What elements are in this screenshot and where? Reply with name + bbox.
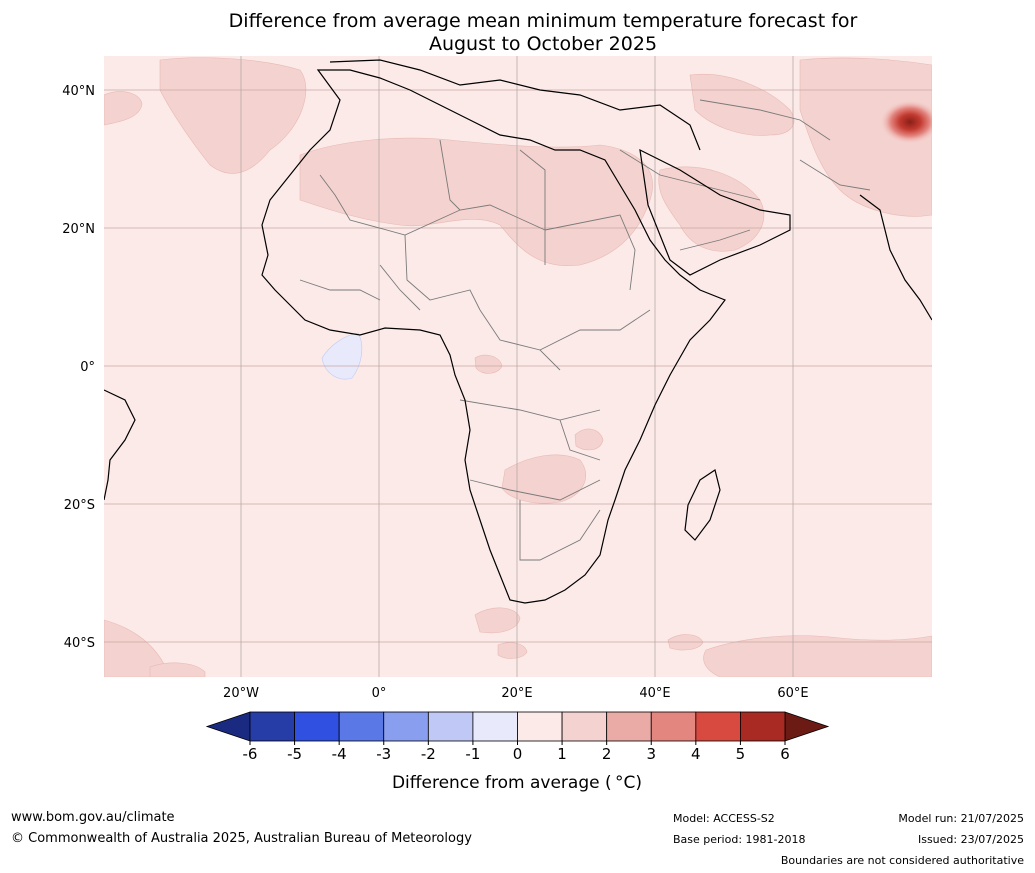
europe-coastline: [329, 59, 701, 151]
colorbar-tick-label: 6: [780, 745, 790, 763]
colorbar-segment: [472, 711, 518, 742]
africa-coastline: [261, 69, 726, 604]
brazil-coastline: [104, 389, 136, 501]
anomaly-patch-south-africa: [501, 454, 587, 504]
anomaly-patch-arabia: [658, 166, 765, 252]
colorbar-tick-label: -4: [332, 745, 347, 763]
colorbar-tick-label: 0: [513, 745, 523, 763]
colorbar-tick-label: 3: [646, 745, 656, 763]
colorbar-tick-label: -5: [287, 745, 302, 763]
arabia-coastline: [639, 148, 791, 276]
lon-label-20w: 20°W: [223, 686, 259, 701]
anomaly-patch-east-africa: [574, 428, 604, 451]
map-title-line-2: August to October 2025: [428, 33, 658, 55]
colorbar-tick-label: 2: [602, 745, 612, 763]
colorbar-segment: [338, 711, 385, 742]
footer-disclaimer: Boundaries are not considered authoritat…: [780, 854, 1024, 867]
lon-label-20e: 20°E: [501, 686, 532, 701]
colorbar-tick-label: 5: [736, 745, 746, 763]
footer-model-run: Model run: 21/07/2025: [898, 812, 1024, 825]
colorbar-segment: [650, 711, 697, 742]
anomaly-patch-southern-ocean: [703, 635, 932, 677]
colorbar-over-arrow: [784, 711, 830, 742]
footer-model: Model: ACCESS-S2: [673, 812, 775, 825]
colorbar-segment: [383, 711, 429, 742]
anomaly-patch-southern-ocean-3: [149, 662, 206, 677]
colorbar-segment: [695, 711, 741, 742]
country-borders: [299, 99, 871, 561]
anomaly-patch-sahara: [299, 137, 653, 267]
colorbar-segment: [561, 711, 608, 742]
footer-website: www.bom.gov.au/climate: [11, 810, 175, 825]
anomaly-patch-north-atlantic: [159, 57, 307, 174]
colorbar-label: Difference from average ( °C): [392, 773, 642, 793]
lon-labels: 20°W 0° 20°E 40°E 60°E: [223, 686, 809, 701]
colorbar-segment: [740, 711, 786, 742]
lon-label-0: 0°: [372, 686, 387, 701]
map-title-line-1: Difference from average mean minimum tem…: [228, 10, 858, 32]
colorbar-segment: [249, 711, 295, 742]
colorbar-segment: [427, 711, 474, 742]
colorbar-segment: [606, 711, 652, 742]
lat-label-40s: 40°S: [64, 636, 95, 651]
anomaly-patch-south-of-africa: [474, 607, 521, 634]
colorbar-tick-label: -6: [243, 745, 258, 763]
lat-label-0: 0°: [80, 360, 95, 375]
colorbar-under-arrow: [205, 711, 251, 742]
india-coastline: [859, 194, 932, 321]
lon-label-40e: 40°E: [639, 686, 670, 701]
colorbar-tick-label: 1: [557, 745, 567, 763]
footer-issued: Issued: 23/07/2025: [917, 833, 1024, 846]
colorbar-tick-label: -1: [465, 745, 480, 763]
anomaly-patch-atlantic-coast: [104, 91, 143, 126]
lat-label-20n: 20°N: [62, 222, 95, 237]
lon-label-60e: 60°E: [777, 686, 808, 701]
lat-labels: 40°N 20°N 0° 20°S 40°S: [62, 84, 95, 651]
footer-copyright: © Commonwealth of Australia 2025, Austra…: [11, 831, 472, 846]
colorbar-segment: [517, 711, 563, 742]
anomaly-patch-central-asia: [799, 57, 932, 217]
madagascar-coastline: [684, 469, 721, 541]
colorbar-tick-label: -3: [376, 745, 391, 763]
colorbar-segment: [294, 711, 340, 742]
lat-label-20s: 20°S: [64, 498, 95, 513]
anomaly-field: [104, 56, 932, 677]
anomaly-patch-gulf-of-guinea: [321, 332, 363, 380]
colorbar: -6 -5 -4 -3 -2 -1 0 1 2 3 4 5 6: [205, 711, 830, 763]
anomaly-patch-south-of-africa-2: [497, 642, 528, 659]
coastlines: [104, 59, 932, 604]
colorbar-tick-label: 4: [691, 745, 701, 763]
lat-label-40n: 40°N: [62, 84, 95, 99]
colorbar-tick-label: -2: [421, 745, 436, 763]
anomaly-hotspot-himalaya: [880, 100, 932, 144]
footer-base-period: Base period: 1981-2018: [673, 833, 806, 846]
anomaly-patch-middle-east: [689, 73, 795, 136]
